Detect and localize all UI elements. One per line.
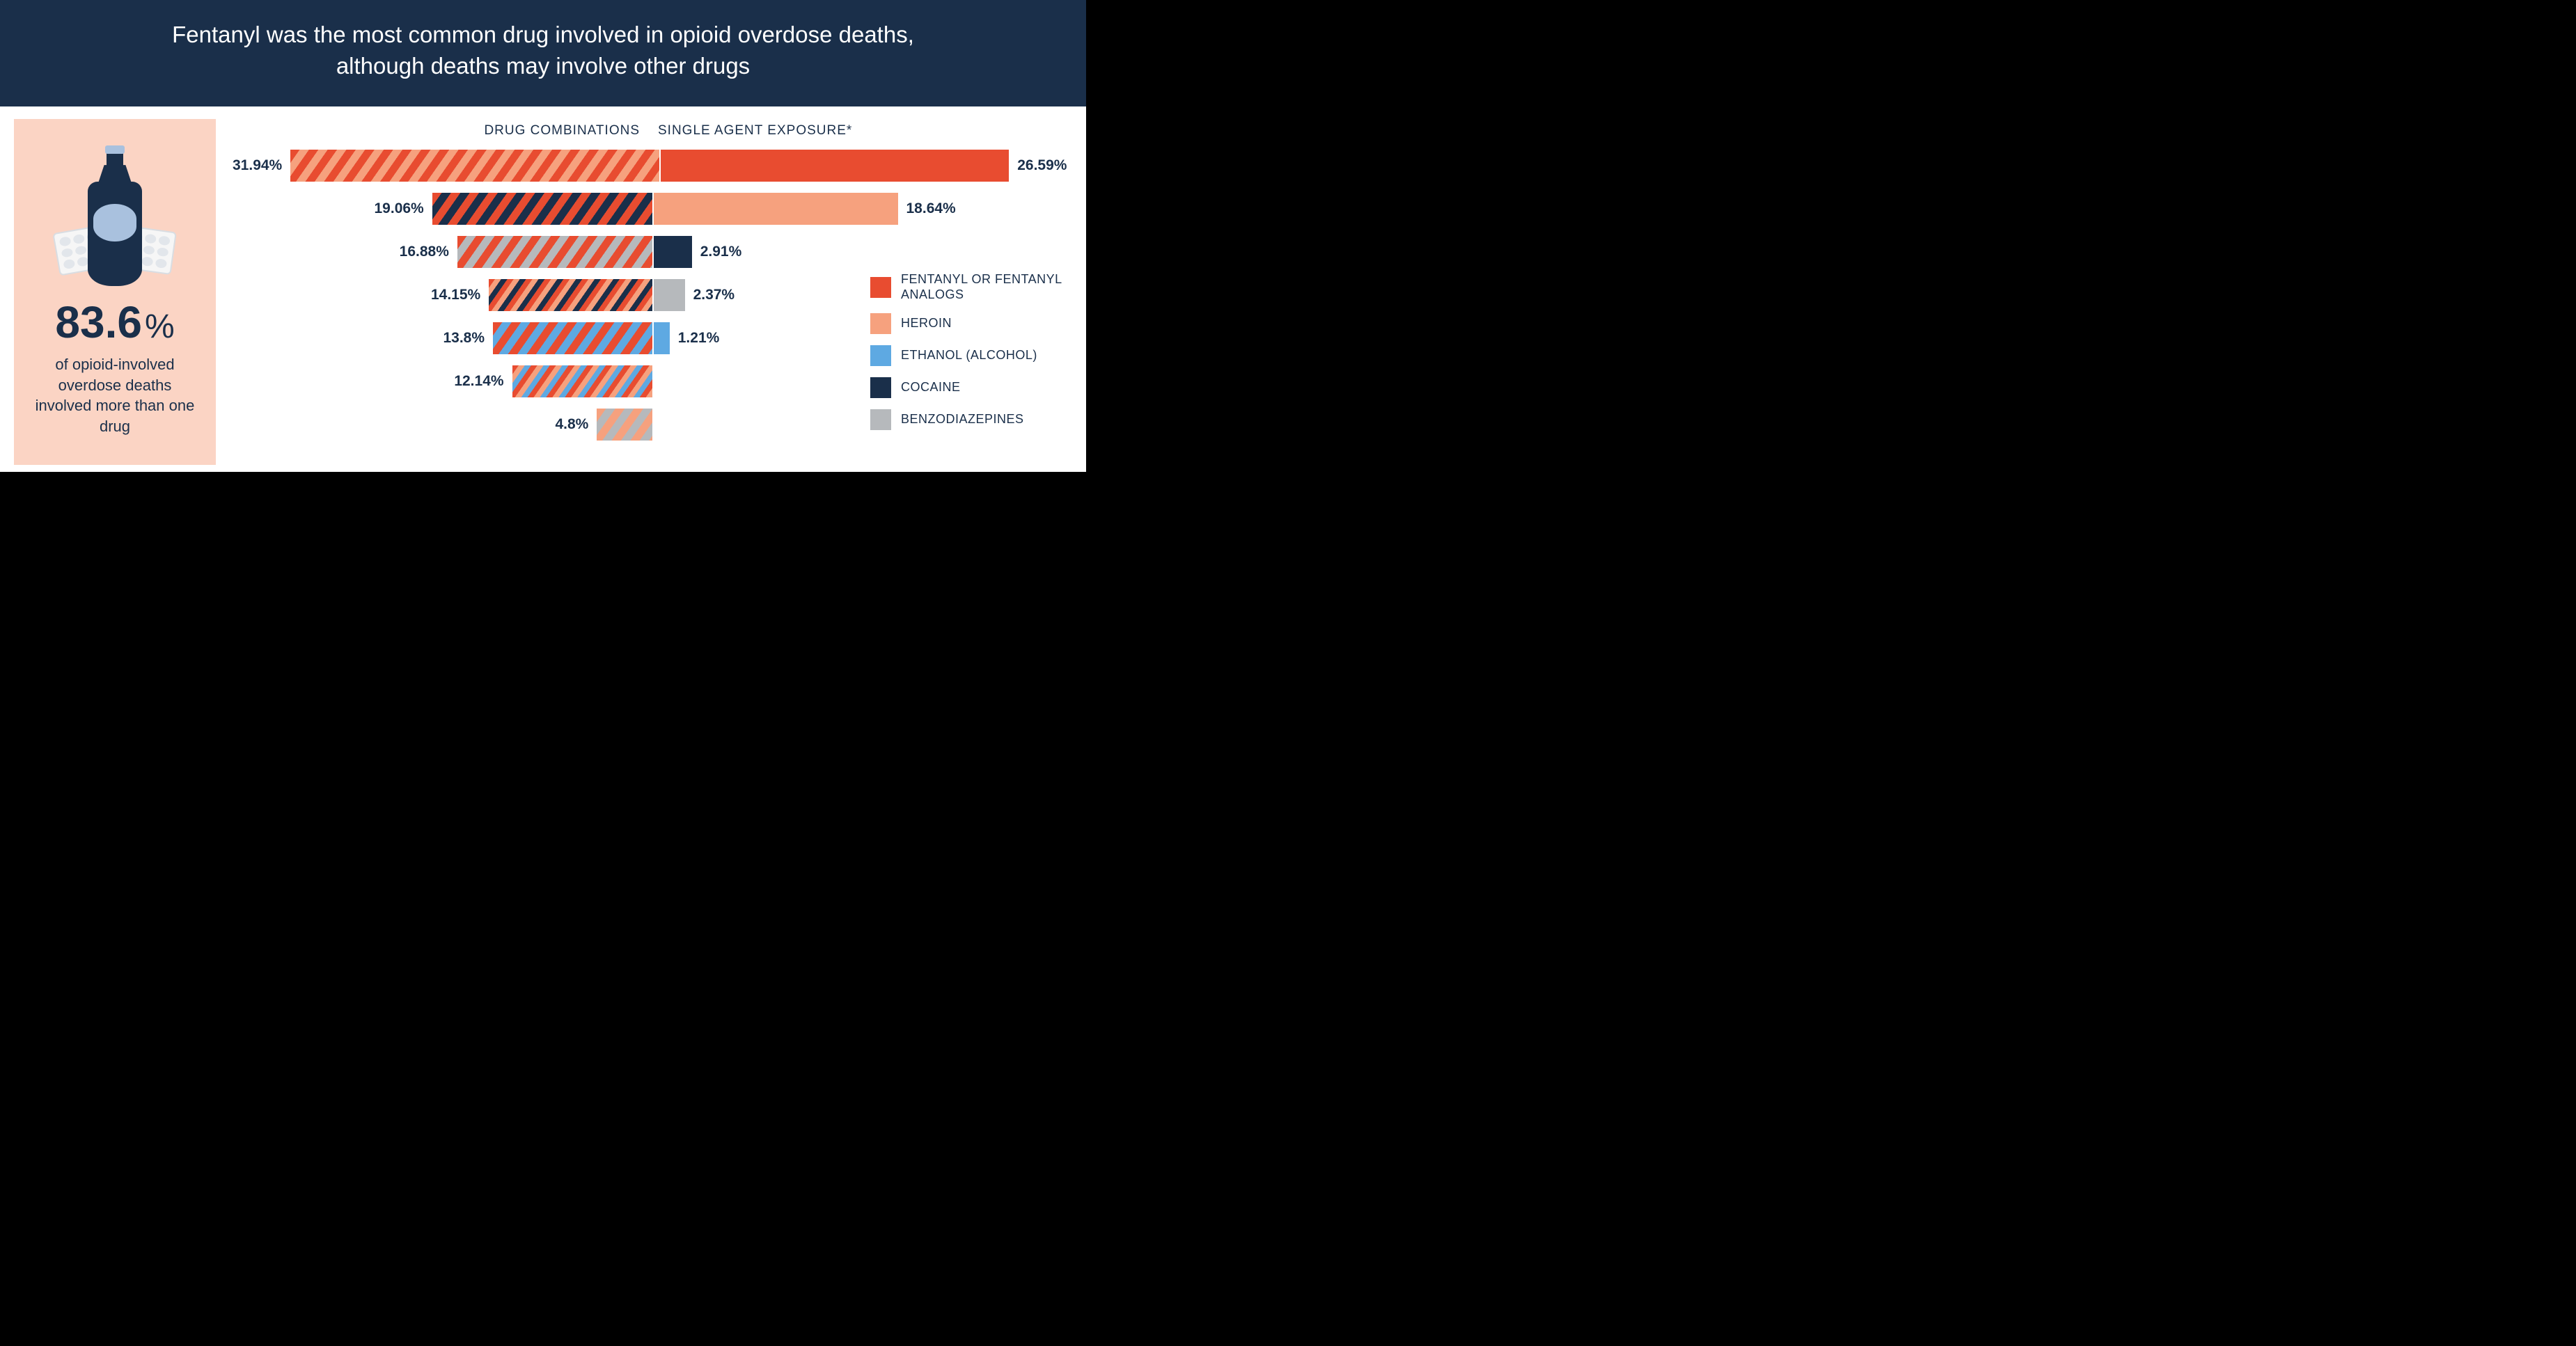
legend-label: ETHANOL (ALCOHOL) <box>901 348 1037 363</box>
single-value: 26.59% <box>1017 157 1067 174</box>
combo-bar <box>457 236 652 268</box>
combo-side: 19.06% <box>233 193 652 225</box>
column-headers: DRUG COMBINATIONS SINGLE AGENT EXPOSURE* <box>233 123 1072 138</box>
chart-row: 31.94% 26.59% <box>233 150 1072 182</box>
single-value: 1.21% <box>678 330 720 347</box>
combo-bar <box>512 365 652 397</box>
single-value: 18.64% <box>906 200 956 217</box>
legend-label: BENZODIAZEPINES <box>901 412 1024 427</box>
legend-swatch <box>870 277 891 298</box>
legend-swatch <box>870 409 891 430</box>
column-header-left: DRUG COMBINATIONS <box>233 123 652 138</box>
legend-label: COCAINE <box>901 380 961 395</box>
page-title: Fentanyl was the most common drug involv… <box>125 19 961 81</box>
combo-side: 13.8% <box>233 322 652 354</box>
column-header-right: SINGLE AGENT EXPOSURE* <box>652 123 1072 138</box>
combo-value: 13.8% <box>443 330 485 347</box>
legend-item: FENTANYL OR FENTANYL ANALOGS <box>870 272 1065 302</box>
single-side: 2.91% <box>652 236 1072 268</box>
combo-bar <box>597 409 652 441</box>
combo-value: 19.06% <box>375 200 424 217</box>
single-bar <box>654 193 898 225</box>
combo-bar <box>290 150 659 182</box>
bottle-illustration <box>59 140 171 286</box>
combo-value: 12.14% <box>454 373 503 390</box>
stat-panel: 83.6% of opioid-involved overdose deaths… <box>14 119 216 465</box>
header: Fentanyl was the most common drug involv… <box>0 0 1086 106</box>
legend-swatch <box>870 345 891 366</box>
legend-item: ETHANOL (ALCOHOL) <box>870 345 1065 366</box>
single-bar <box>661 150 1009 182</box>
combo-bar <box>493 322 652 354</box>
combo-value: 31.94% <box>233 157 282 174</box>
combo-value: 4.8% <box>555 416 588 433</box>
single-value: 2.37% <box>693 287 735 303</box>
combo-value: 14.15% <box>431 287 480 303</box>
single-bar <box>654 236 692 268</box>
legend: FENTANYL OR FENTANYL ANALOGS HEROIN ETHANO… <box>870 272 1065 441</box>
combo-bar <box>489 279 652 311</box>
combo-side: 14.15% <box>233 279 652 311</box>
single-value: 2.91% <box>700 244 742 260</box>
chart-area: DRUG COMBINATIONS SINGLE AGENT EXPOSURE*… <box>233 119 1072 465</box>
legend-item: BENZODIAZEPINES <box>870 409 1065 430</box>
bottle-icon <box>88 147 142 286</box>
chart-row: 16.88% 2.91% <box>233 236 1072 268</box>
single-bar <box>654 279 685 311</box>
stat-unit: % <box>145 308 175 345</box>
chart-row: 19.06% 18.64% <box>233 193 1072 225</box>
combo-value: 16.88% <box>400 244 449 260</box>
combo-side: 4.8% <box>233 409 652 441</box>
combo-side: 16.88% <box>233 236 652 268</box>
legend-swatch <box>870 313 891 334</box>
stat-caption: of opioid-involved overdose deaths invol… <box>31 354 199 437</box>
legend-label: HEROIN <box>901 316 952 331</box>
combo-bar <box>432 193 652 225</box>
stat-value: 83.6 <box>55 297 142 347</box>
combo-side: 12.14% <box>233 365 652 397</box>
legend-swatch <box>870 377 891 398</box>
legend-item: HEROIN <box>870 313 1065 334</box>
single-side: 18.64% <box>652 193 1072 225</box>
stat-number: 83.6% <box>55 300 174 345</box>
single-side: 26.59% <box>659 150 1079 182</box>
combo-side: 31.94% <box>233 150 659 182</box>
single-bar <box>654 322 670 354</box>
legend-label: FENTANYL OR FENTANYL ANALOGS <box>901 272 1065 302</box>
content: 83.6% of opioid-involved overdose deaths… <box>0 106 1086 472</box>
legend-item: COCAINE <box>870 377 1065 398</box>
